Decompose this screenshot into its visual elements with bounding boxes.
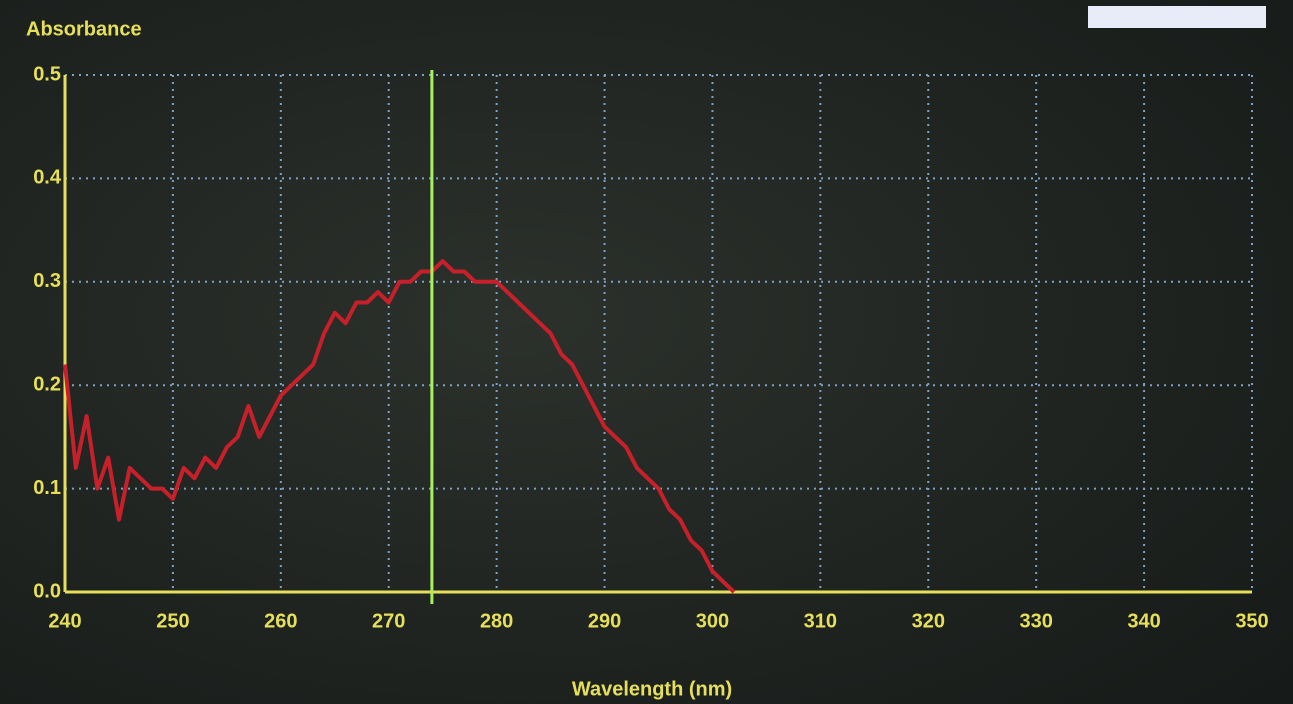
y-tick-label: 0.1 <box>33 477 61 499</box>
y-tick-label: 0.5 <box>33 63 61 85</box>
window-box <box>1088 6 1266 28</box>
x-tick-label: 310 <box>804 610 837 632</box>
x-tick-label: 340 <box>1127 610 1160 632</box>
x-axis-label: Wavelength (nm) <box>572 678 732 700</box>
x-tick-label: 320 <box>912 610 945 632</box>
x-tick-label: 300 <box>696 610 729 632</box>
x-tick-label: 250 <box>156 610 189 632</box>
y-tick-label: 0.0 <box>33 580 61 602</box>
y-tick-label: 0.2 <box>33 373 61 395</box>
chart: Absorbance Wavelength (nm) 0.0 0.1 0.2 0.3 0… <box>0 0 1293 704</box>
x-tick-label: 280 <box>480 610 513 632</box>
screen <box>0 0 1293 704</box>
x-tick-label: 270 <box>372 610 405 632</box>
y-axis-label: Absorbance <box>26 18 142 40</box>
x-tick-label: 290 <box>588 610 621 632</box>
x-tick-label: 350 <box>1235 610 1268 632</box>
y-tick-label: 0.3 <box>33 270 61 292</box>
x-tick-label: 240 <box>48 610 81 632</box>
x-tick-label: 260 <box>264 610 297 632</box>
y-tick-label: 0.4 <box>33 167 62 189</box>
x-tick-label: 330 <box>1019 610 1052 632</box>
